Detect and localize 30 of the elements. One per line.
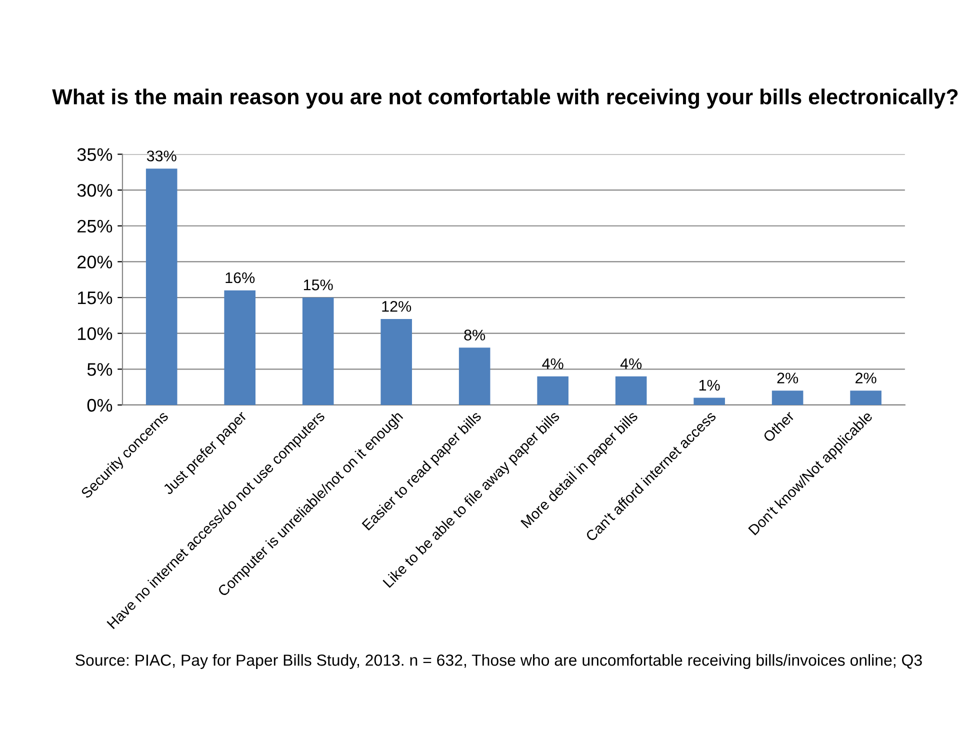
data-label: 2% — [856, 372, 876, 384]
y-tick-label: 0% — [87, 398, 112, 412]
data-label: 1% — [699, 380, 720, 391]
bar — [302, 298, 334, 405]
y-tick-label: 35% — [77, 148, 112, 161]
chart-title: What is the main reason you are not comfortable with receiving your bills electronically? — [52, 88, 958, 109]
source-note: Source: PIAC, Pay for Paper Bills Study, 2013. n = 632, Those who are uncomfortable receiving bills/invoices online; Q3 — [76, 654, 922, 669]
data-label: 33% — [146, 150, 176, 162]
y-tick-label: 15% — [78, 292, 112, 304]
bar — [537, 376, 568, 405]
bar — [694, 398, 725, 405]
bar — [224, 290, 256, 405]
bar — [380, 319, 412, 405]
y-tick-label: 25% — [78, 220, 112, 233]
data-label: 8% — [464, 330, 486, 340]
bar — [615, 376, 647, 405]
data-label: 12% — [382, 301, 412, 312]
data-label: 4% — [620, 358, 642, 370]
data-label: 15% — [304, 280, 333, 290]
bar — [146, 168, 178, 405]
data-label: 4% — [542, 358, 564, 370]
bar — [458, 348, 490, 405]
y-tick-label: 5% — [87, 363, 112, 376]
data-label: 2% — [777, 372, 798, 384]
bar — [850, 390, 882, 405]
y-tick-label: 30% — [77, 184, 112, 197]
bar — [772, 390, 804, 405]
y-tick-label: 10% — [78, 327, 112, 340]
data-label: 16% — [226, 272, 255, 284]
y-tick-label: 20% — [78, 256, 112, 268]
